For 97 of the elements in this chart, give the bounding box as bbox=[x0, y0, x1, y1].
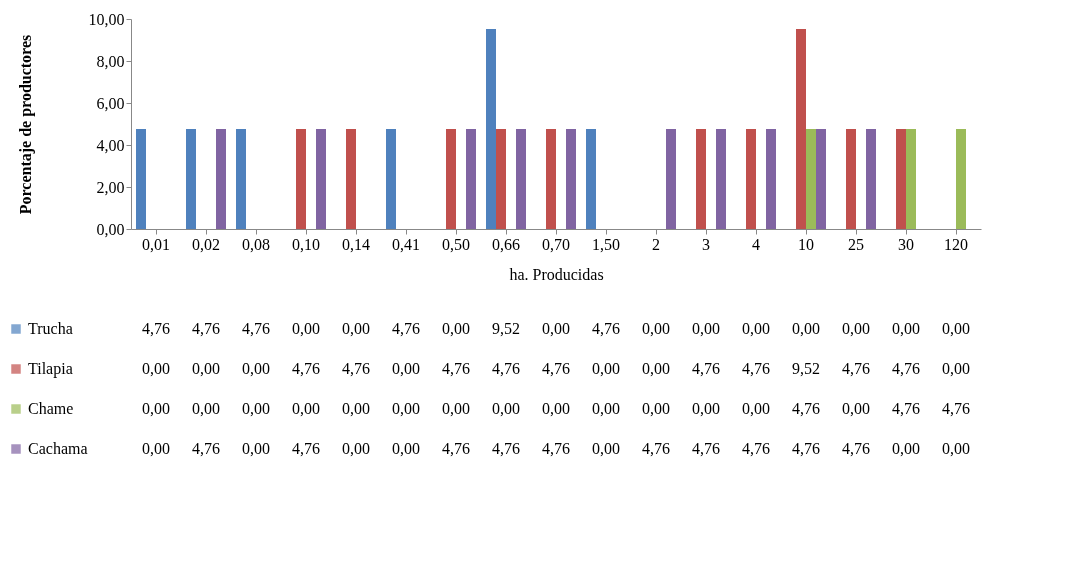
x-tick-label: 0,50 bbox=[442, 235, 470, 253]
data-label: 0,00 bbox=[442, 320, 470, 337]
x-tick-label: 25 bbox=[848, 235, 864, 253]
data-label: 0,00 bbox=[542, 320, 570, 337]
y-tick-label: 10,00 bbox=[88, 10, 125, 28]
x-tick-label: 1,50 bbox=[592, 235, 620, 253]
data-label: 4,76 bbox=[592, 320, 620, 337]
data-label: 0,00 bbox=[292, 320, 320, 337]
data-label: 4,76 bbox=[742, 360, 770, 377]
data-label: 4,76 bbox=[892, 400, 920, 417]
legend-label: Tilapia bbox=[28, 360, 73, 378]
data-label: 0,00 bbox=[242, 400, 270, 417]
data-label: 4,76 bbox=[792, 400, 820, 417]
data-label: 4,76 bbox=[842, 440, 870, 457]
x-tick-label: 0,10 bbox=[292, 235, 320, 253]
data-label: 0,00 bbox=[242, 360, 270, 377]
data-label: 4,76 bbox=[442, 440, 470, 457]
x-tick-label: 30 bbox=[898, 235, 914, 253]
data-label: 0,00 bbox=[342, 400, 370, 417]
data-label: 0,00 bbox=[142, 400, 170, 417]
data-label: 4,76 bbox=[492, 440, 520, 457]
data-label: 4,76 bbox=[742, 440, 770, 457]
data-label: 0,00 bbox=[842, 400, 870, 417]
data-label: 0,00 bbox=[942, 320, 970, 337]
data-label: 4,76 bbox=[942, 400, 970, 417]
data-label: 4,76 bbox=[392, 320, 420, 337]
x-tick-label: 0,70 bbox=[542, 235, 570, 253]
data-label: 0,00 bbox=[492, 400, 520, 417]
legend-label: Trucha bbox=[28, 320, 73, 337]
data-label: 0,00 bbox=[142, 440, 170, 457]
data-label: 0,00 bbox=[392, 400, 420, 417]
data-label: 0,00 bbox=[742, 320, 770, 337]
data-label: 0,00 bbox=[392, 440, 420, 457]
data-label: 0,00 bbox=[192, 360, 220, 377]
data-label: 4,76 bbox=[442, 360, 470, 377]
data-label: 0,00 bbox=[942, 440, 970, 457]
y-axis-title: Porcentaje de productores bbox=[16, 34, 35, 215]
data-label: 4,76 bbox=[792, 440, 820, 457]
data-label: 4,76 bbox=[292, 360, 320, 377]
data-label: 4,76 bbox=[692, 360, 720, 377]
data-label: 0,00 bbox=[892, 320, 920, 337]
data-label: 0,00 bbox=[642, 320, 670, 337]
data-label: 0,00 bbox=[442, 400, 470, 417]
data-label: 0,00 bbox=[192, 400, 220, 417]
data-label: 0,00 bbox=[142, 360, 170, 377]
data-label: 4,76 bbox=[342, 360, 370, 377]
data-label: 0,00 bbox=[792, 320, 820, 337]
data-label: 0,00 bbox=[742, 400, 770, 417]
data-label: 0,00 bbox=[642, 400, 670, 417]
x-tick-label: 120 bbox=[944, 235, 968, 253]
data-label: 0,00 bbox=[292, 400, 320, 417]
data-label: 0,00 bbox=[342, 440, 370, 457]
x-tick-label: 0,02 bbox=[192, 235, 220, 253]
data-label: 0,00 bbox=[642, 360, 670, 377]
data-label: 0,00 bbox=[342, 320, 370, 337]
x-tick-label: 2 bbox=[652, 235, 660, 253]
data-label: 0,00 bbox=[542, 400, 570, 417]
data-label: 4,76 bbox=[142, 320, 170, 337]
data-label: 9,52 bbox=[792, 360, 820, 377]
data-label: 4,76 bbox=[542, 440, 570, 457]
legend-label: Cachama bbox=[28, 440, 88, 457]
data-label: 4,76 bbox=[242, 320, 270, 337]
y-tick-label: 8,00 bbox=[96, 52, 125, 70]
y-tick-label: 4,00 bbox=[96, 136, 125, 154]
data-label: 4,76 bbox=[692, 440, 720, 457]
data-label: 0,00 bbox=[692, 320, 720, 337]
x-axis-title: ha. Producidas bbox=[509, 265, 604, 283]
y-tick-label: 0,00 bbox=[96, 220, 125, 238]
data-label: 4,76 bbox=[292, 440, 320, 457]
legend-label: Chame bbox=[28, 400, 74, 417]
x-tick-label: 0,08 bbox=[242, 235, 270, 253]
data-label: 0,00 bbox=[592, 400, 620, 417]
x-tick-label: 0,14 bbox=[342, 235, 370, 253]
data-label: 0,00 bbox=[592, 440, 620, 457]
x-tick-label: 0,41 bbox=[392, 235, 420, 253]
y-tick-label: 2,00 bbox=[96, 178, 125, 196]
data-label: 4,76 bbox=[892, 360, 920, 377]
data-label: 9,52 bbox=[492, 320, 520, 337]
data-label: 4,76 bbox=[842, 360, 870, 377]
x-tick-label: 0,01 bbox=[142, 235, 170, 253]
data-label: 4,76 bbox=[192, 440, 220, 457]
x-tick-label: 0,66 bbox=[492, 235, 520, 253]
data-label: 0,00 bbox=[892, 440, 920, 457]
data-label: 0,00 bbox=[242, 440, 270, 457]
data-label: 4,76 bbox=[192, 320, 220, 337]
x-tick-label: 10 bbox=[798, 235, 814, 253]
data-label: 4,76 bbox=[492, 360, 520, 377]
data-label: 4,76 bbox=[542, 360, 570, 377]
data-label: 0,00 bbox=[942, 360, 970, 377]
data-label: 4,76 bbox=[642, 440, 670, 457]
y-tick-label: 6,00 bbox=[96, 94, 125, 112]
data-label: 0,00 bbox=[842, 320, 870, 337]
x-tick-label: 3 bbox=[702, 235, 710, 253]
data-label: 0,00 bbox=[592, 360, 620, 377]
data-label: 0,00 bbox=[692, 400, 720, 417]
data-label: 0,00 bbox=[392, 360, 420, 377]
x-tick-label: 4 bbox=[752, 235, 760, 253]
